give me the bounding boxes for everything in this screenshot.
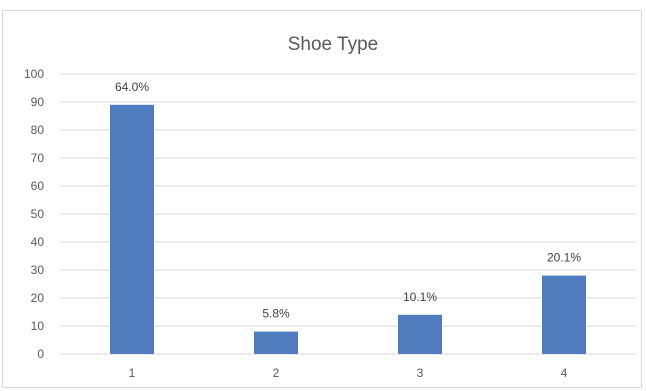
y-tick-label: 0 [37,347,44,361]
x-tick-label: 4 [561,366,568,380]
data-label-4: 20.1% [547,251,581,265]
data-labels: 64.0% 5.8% 10.1% 20.1% [115,80,581,321]
bar-2 [254,331,298,354]
y-tick-label: 90 [31,95,45,109]
data-label-2: 5.8% [262,307,290,321]
y-tick-label: 30 [31,263,45,277]
gridlines [60,73,636,355]
data-label-1: 64.0% [115,80,149,94]
x-tick-label: 2 [273,366,280,380]
y-tick-label: 10 [31,319,45,333]
y-tick-label: 50 [31,207,45,221]
y-tick-label: 80 [31,123,45,137]
y-axis-ticks: 0 10 20 30 40 50 60 70 80 90 100 [24,67,44,361]
x-tick-label: 3 [417,366,424,380]
y-tick-label: 70 [31,151,45,165]
bar-3 [398,314,442,354]
y-tick-label: 40 [31,235,45,249]
chart-frame [2,10,642,388]
data-label-3: 10.1% [403,290,437,304]
y-tick-label: 20 [31,291,45,305]
bars [110,104,586,354]
x-tick-label: 1 [129,366,136,380]
bar-1 [110,104,154,354]
y-tick-label: 100 [24,67,44,81]
bar-4 [542,275,586,354]
y-tick-label: 60 [31,179,45,193]
chart-title: Shoe Type [288,34,379,55]
x-axis-ticks: 1 2 3 4 [129,366,568,380]
